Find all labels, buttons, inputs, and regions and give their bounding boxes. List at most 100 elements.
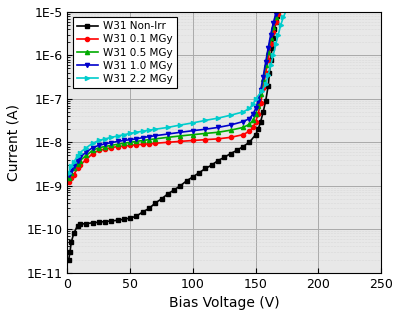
W31 Non-Irr [256, 127, 260, 131]
Line: W31 Non-Irr: W31 Non-Irr [67, 6, 280, 262]
W31 0.1 MGy [66, 180, 71, 184]
W31 Non-Irr [78, 222, 82, 226]
W31 2.2 MGy [134, 130, 139, 134]
W31 2.2 MGy [228, 113, 233, 117]
W31 Non-Irr [68, 250, 72, 254]
W31 1.0 MGy [216, 126, 220, 129]
W31 Non-Irr [276, 7, 281, 10]
W31 1.0 MGy [268, 33, 273, 36]
W31 0.5 MGy [276, 8, 281, 12]
W31 0.5 MGy [251, 119, 256, 122]
W31 1.0 MGy [75, 158, 80, 162]
W31 Non-Irr [103, 220, 108, 223]
W31 0.5 MGy [96, 146, 101, 150]
W31 0.1 MGy [247, 129, 252, 133]
W31 0.1 MGy [190, 139, 195, 142]
W31 0.1 MGy [115, 145, 120, 148]
W31 2.2 MGy [128, 132, 133, 135]
W31 1.0 MGy [134, 137, 139, 141]
W31 0.5 MGy [84, 153, 89, 157]
W31 1.0 MGy [140, 136, 145, 139]
W31 1.0 MGy [122, 139, 126, 142]
Legend: W31 Non-Irr, W31 0.1 MGy, W31 0.5 MGy, W31 1.0 MGy, W31 2.2 MGy: W31 Non-Irr, W31 0.1 MGy, W31 0.5 MGy, W… [73, 17, 177, 88]
W31 0.1 MGy [75, 166, 80, 170]
W31 Non-Irr [109, 219, 114, 223]
Line: W31 0.1 MGy: W31 0.1 MGy [67, 5, 283, 184]
W31 Non-Irr [272, 27, 277, 31]
W31 Non-Irr [147, 207, 152, 210]
W31 2.2 MGy [263, 82, 268, 86]
W31 0.5 MGy [263, 63, 268, 67]
W31 1.0 MGy [96, 144, 101, 147]
W31 2.2 MGy [166, 126, 170, 129]
W31 0.5 MGy [115, 142, 120, 146]
W31 0.5 MGy [103, 145, 108, 148]
Y-axis label: Current (A): Current (A) [7, 104, 21, 181]
W31 2.2 MGy [66, 171, 71, 175]
W31 Non-Irr [159, 197, 164, 201]
W31 2.2 MGy [90, 141, 95, 145]
W31 0.5 MGy [266, 50, 271, 54]
W31 Non-Irr [128, 216, 133, 220]
W31 2.2 MGy [216, 116, 220, 120]
W31 0.5 MGy [273, 16, 278, 19]
W31 2.2 MGy [278, 23, 283, 27]
W31 0.1 MGy [166, 140, 170, 144]
W31 1.0 MGy [190, 129, 195, 133]
W31 1.0 MGy [247, 117, 252, 120]
W31 Non-Irr [261, 110, 266, 114]
W31 2.2 MGy [268, 63, 273, 67]
W31 0.5 MGy [268, 36, 273, 40]
W31 2.2 MGy [260, 89, 264, 93]
W31 0.5 MGy [153, 137, 158, 141]
W31 0.1 MGy [278, 5, 283, 9]
W31 0.5 MGy [78, 158, 82, 162]
W31 Non-Irr [69, 240, 74, 244]
W31 2.2 MGy [281, 16, 286, 19]
W31 0.1 MGy [109, 146, 114, 150]
W31 0.5 MGy [69, 171, 74, 175]
W31 0.5 MGy [190, 133, 195, 137]
W31 2.2 MGy [71, 160, 76, 164]
W31 Non-Irr [273, 20, 278, 23]
W31 0.5 MGy [253, 112, 258, 116]
W31 1.0 MGy [258, 88, 263, 92]
W31 1.0 MGy [261, 75, 266, 79]
W31 Non-Irr [178, 184, 183, 188]
W31 1.0 MGy [166, 132, 170, 136]
W31 Non-Irr [84, 222, 89, 225]
W31 2.2 MGy [69, 165, 74, 168]
W31 0.1 MGy [128, 144, 133, 147]
W31 0.1 MGy [261, 86, 266, 90]
W31 2.2 MGy [109, 135, 114, 139]
W31 Non-Irr [247, 140, 252, 144]
W31 0.5 MGy [66, 176, 71, 180]
W31 2.2 MGy [266, 73, 271, 77]
W31 Non-Irr [258, 120, 263, 123]
W31 1.0 MGy [90, 146, 95, 150]
W31 Non-Irr [266, 84, 271, 88]
W31 0.5 MGy [178, 134, 183, 138]
W31 2.2 MGy [276, 33, 281, 36]
W31 1.0 MGy [84, 150, 89, 154]
W31 1.0 MGy [241, 120, 246, 123]
W31 2.2 MGy [271, 54, 276, 57]
W31 Non-Irr [241, 145, 246, 148]
W31 0.5 MGy [216, 130, 220, 134]
W31 1.0 MGy [153, 134, 158, 138]
W31 0.1 MGy [78, 163, 82, 167]
W31 1.0 MGy [278, 0, 283, 3]
W31 0.5 MGy [278, 3, 283, 6]
Line: W31 2.2 MGy: W31 2.2 MGy [67, 0, 333, 175]
W31 2.2 MGy [84, 146, 89, 150]
Line: W31 0.5 MGy: W31 0.5 MGy [67, 0, 295, 180]
W31 0.1 MGy [276, 12, 281, 16]
W31 Non-Irr [166, 192, 170, 196]
W31 2.2 MGy [288, 0, 293, 3]
W31 2.2 MGy [203, 119, 208, 122]
W31 Non-Irr [190, 175, 195, 179]
W31 2.2 MGy [115, 134, 120, 138]
W31 2.2 MGy [253, 97, 258, 101]
W31 0.5 MGy [261, 78, 266, 81]
W31 0.1 MGy [216, 137, 220, 141]
